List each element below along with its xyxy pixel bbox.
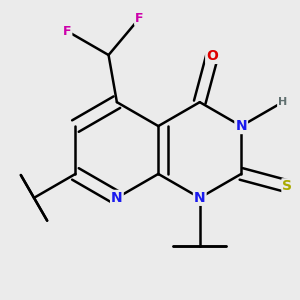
Text: N: N <box>236 119 247 133</box>
Text: F: F <box>135 12 144 25</box>
Text: O: O <box>206 49 218 63</box>
Text: H: H <box>278 97 287 107</box>
Text: N: N <box>111 191 123 205</box>
Text: F: F <box>63 25 71 38</box>
Text: N: N <box>194 191 206 205</box>
Text: S: S <box>282 179 292 193</box>
